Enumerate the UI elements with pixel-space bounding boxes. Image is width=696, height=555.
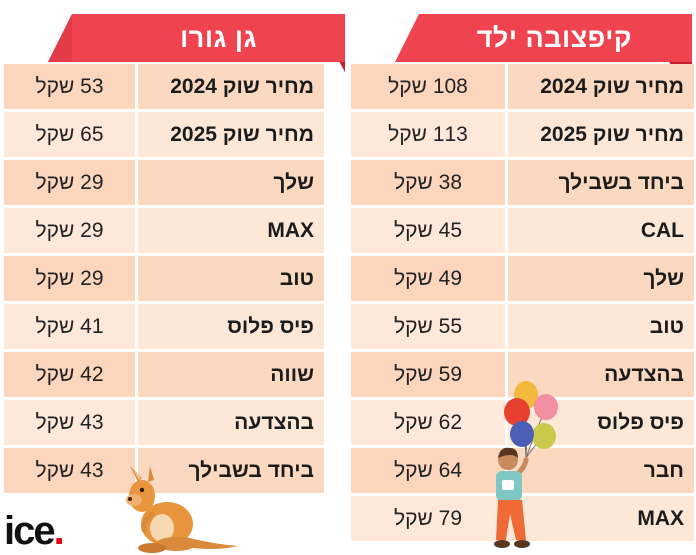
row-price: 64 שקל — [351, 448, 505, 493]
row-label: שלך — [508, 256, 694, 301]
logo-text: ice — [4, 509, 56, 553]
row-price: 113 שקל — [351, 112, 505, 157]
table-row: MAX 79 שקל — [351, 496, 694, 541]
row-price: 42 שקל — [4, 352, 135, 397]
left-banner: גן גורו — [4, 14, 345, 72]
row-price: 62 שקל — [351, 400, 505, 445]
table-row: טוב 29 שקל — [4, 256, 324, 301]
row-price: 41 שקל — [4, 304, 135, 349]
row-price: 79 שקל — [351, 496, 505, 541]
table-row: מחיר שוק 2025 65 שקל — [4, 112, 324, 157]
table-row: CAL 45 שקל — [351, 208, 694, 253]
table-row: שלך 29 שקל — [4, 160, 324, 205]
table-row: בהצדעה 59 שקל — [351, 352, 694, 397]
row-label: טוב — [138, 256, 324, 301]
row-price: 49 שקל — [351, 256, 505, 301]
row-label: ביחד בשבילך — [138, 448, 324, 493]
row-price: 108 שקל — [351, 64, 505, 109]
row-price: 38 שקל — [351, 160, 505, 205]
row-price: 29 שקל — [4, 208, 135, 253]
table-row: ביחד בשבילך 38 שקל — [351, 160, 694, 205]
logo-dot: . — [53, 509, 65, 553]
row-label: טוב — [508, 304, 694, 349]
table-row: שלך 49 שקל — [351, 256, 694, 301]
row-label: מחיר שוק 2024 — [138, 64, 324, 109]
left-price-table: מחיר שוק 2024 53 שקל מחיר שוק 2025 65 שקל של… — [4, 64, 324, 496]
row-label: CAL — [508, 208, 694, 253]
table-row: ביחד בשבילך 43 שקל — [4, 448, 324, 493]
right-banner: קיפצובה ילד — [351, 14, 692, 92]
row-label: ביחד בשבילך — [508, 160, 694, 205]
row-price: 43 שקל — [4, 400, 135, 445]
row-label: שווה — [138, 352, 324, 397]
row-price: 45 שקל — [351, 208, 505, 253]
left-banner-shape — [48, 14, 345, 72]
row-label: שלך — [138, 160, 324, 205]
right-price-table: מחיר שוק 2024 108 שקל מחיר שוק 2025 113 שקל… — [351, 64, 694, 544]
row-price: 43 שקל — [4, 448, 135, 493]
kangaroo-illustration — [126, 466, 238, 553]
row-label: פיס פלוס — [138, 304, 324, 349]
row-label: MAX — [138, 208, 324, 253]
right-banner-title: קיפצובה ילד — [476, 23, 632, 53]
row-price: 59 שקל — [351, 352, 505, 397]
row-label: בהצדעה — [508, 352, 694, 397]
row-price: 55 שקל — [351, 304, 505, 349]
table-row: מחיר שוק 2025 113 שקל — [351, 112, 694, 157]
row-price: 53 שקל — [4, 64, 135, 109]
row-label: חבר — [508, 448, 694, 493]
table-row: בהצדעה 43 שקל — [4, 400, 324, 445]
boy-with-balloons-illustration — [494, 381, 558, 548]
table-row: מחיר שוק 2024 108 שקל — [351, 64, 694, 109]
row-label: מחיר שוק 2024 — [508, 64, 694, 109]
row-label: מחיר שוק 2025 — [508, 112, 694, 157]
row-price: 65 שקל — [4, 112, 135, 157]
row-label: MAX — [508, 496, 694, 541]
table-row: פיס פלוס 41 שקל — [4, 304, 324, 349]
table-row: טוב 55 שקל — [351, 304, 694, 349]
row-label: מחיר שוק 2025 — [138, 112, 324, 157]
table-row: MAX 29 שקל — [4, 208, 324, 253]
row-price: 29 שקל — [4, 256, 135, 301]
table-row: שווה 42 שקל — [4, 352, 324, 397]
row-price: 29 שקל — [4, 160, 135, 205]
left-banner-title: גן גורו — [180, 23, 257, 53]
ice-logo: ice. — [4, 507, 65, 555]
table-row: חבר 64 שקל — [351, 448, 694, 493]
table-row: מחיר שוק 2024 53 שקל — [4, 64, 324, 109]
row-label: בהצדעה — [138, 400, 324, 445]
